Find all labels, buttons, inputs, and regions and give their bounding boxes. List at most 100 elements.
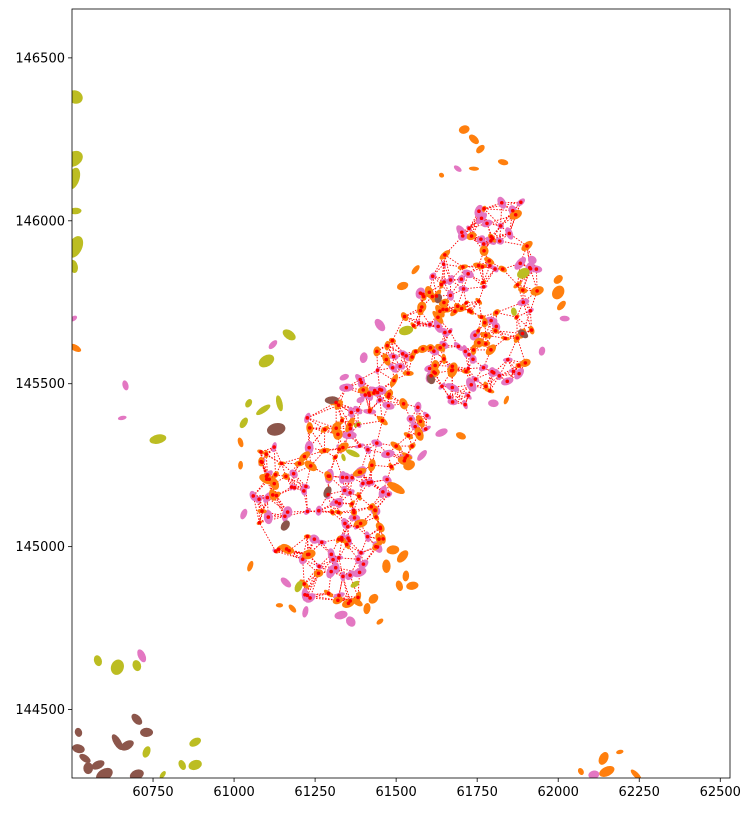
graph-edge <box>404 316 414 327</box>
graph-node <box>528 309 533 313</box>
graph-node <box>413 424 417 429</box>
graph-node <box>264 452 269 456</box>
graph-node <box>461 265 465 269</box>
graph-node <box>416 405 420 410</box>
graph-edge <box>307 417 337 429</box>
graph-edge <box>307 417 326 430</box>
graph-node <box>528 266 533 271</box>
graph-node <box>336 537 341 542</box>
graph-edge <box>443 358 453 371</box>
graph-node <box>350 475 354 480</box>
graph-node <box>439 282 444 287</box>
graph-node <box>467 352 471 357</box>
graph-edge <box>468 300 480 311</box>
olive-cell <box>142 746 151 758</box>
pink-cell <box>588 770 600 778</box>
graph-edge <box>347 526 350 541</box>
graph-node <box>337 593 341 598</box>
graph-node <box>447 395 452 400</box>
pink-cell <box>122 380 129 391</box>
graph-node <box>377 537 381 541</box>
graph-edge <box>508 202 522 234</box>
orange-cell <box>616 749 624 755</box>
graph-edge <box>502 268 518 286</box>
graph-node <box>499 200 504 205</box>
graph-node <box>342 488 347 493</box>
graph-node <box>505 357 510 362</box>
graph-node <box>285 510 290 514</box>
graph-node <box>484 342 488 346</box>
y-axis-ticks: 144500 145000 145500 146000 146500 <box>15 51 72 718</box>
olive-cell <box>72 90 83 104</box>
graph-edge <box>285 476 296 489</box>
graph-edge <box>337 428 351 435</box>
pink-cell <box>334 610 348 620</box>
x-tick-label: 62250 <box>619 785 660 800</box>
graph-node <box>429 373 433 378</box>
x-tick-label: 62000 <box>538 785 579 800</box>
graph-edge <box>338 544 348 559</box>
graph-node <box>505 379 510 384</box>
graph-edge <box>324 450 336 458</box>
graph-edge <box>376 420 383 444</box>
orange-cell <box>238 460 243 470</box>
olive-cell <box>517 268 530 279</box>
orange-cell <box>411 265 420 275</box>
olive-cell <box>189 737 201 747</box>
graph-edge <box>385 340 393 360</box>
graph-node <box>442 300 446 305</box>
graph-edge <box>385 345 388 360</box>
graph-edge <box>358 483 364 497</box>
graph-node <box>370 463 374 468</box>
graph-node <box>344 385 349 390</box>
graph-edge <box>358 420 383 426</box>
graph-node <box>456 344 461 349</box>
graph-node <box>305 534 310 539</box>
graph-edge <box>516 337 526 364</box>
orange-cell <box>406 581 419 590</box>
graph-node <box>302 489 306 493</box>
graph-node <box>348 426 353 431</box>
graph-node <box>259 459 263 464</box>
brown-cell <box>83 762 94 775</box>
brown-cell <box>120 740 134 751</box>
graph-edge <box>443 358 453 371</box>
graph-node <box>535 289 539 293</box>
graph-node <box>529 328 534 332</box>
graph-node <box>337 501 342 506</box>
graph-node <box>434 294 439 298</box>
graph-node <box>515 336 520 340</box>
graph-edge <box>399 353 404 367</box>
graph-node <box>473 377 478 381</box>
pink-cell <box>280 577 292 588</box>
graph-node <box>513 212 518 217</box>
graph-node <box>356 422 361 427</box>
graph-node <box>379 388 384 392</box>
graph-node <box>341 574 345 579</box>
y-tick-label: 146500 <box>15 51 65 66</box>
graph-edge <box>501 202 514 212</box>
graph-node <box>297 461 302 466</box>
graph-node <box>308 464 313 468</box>
graph-node <box>316 571 321 576</box>
graph-edge <box>261 462 268 476</box>
olive-cell <box>398 325 414 336</box>
graph-node <box>477 340 481 345</box>
orange-cell <box>403 460 415 471</box>
graph-node <box>358 377 362 382</box>
graph-edge <box>382 479 388 493</box>
x-tick-label: 60750 <box>132 785 173 800</box>
brown-cell <box>91 760 105 770</box>
graph-node <box>358 521 363 526</box>
x-tick-label: 61250 <box>294 785 335 800</box>
pink-cell <box>488 399 499 408</box>
graph-node <box>507 231 512 236</box>
graph-node <box>307 426 312 430</box>
graph-node <box>390 365 395 370</box>
graph-node <box>480 264 485 269</box>
graph-node <box>467 226 471 231</box>
graph-edge <box>307 404 339 419</box>
graph-node <box>333 455 338 460</box>
graph-node <box>494 324 499 329</box>
graph-node <box>273 549 278 554</box>
